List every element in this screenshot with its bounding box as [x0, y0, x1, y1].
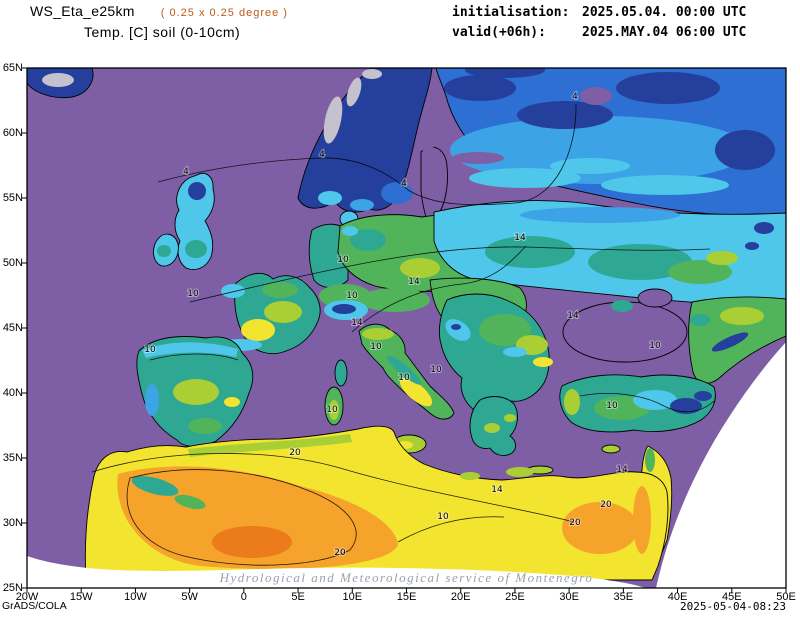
grads-credit: GrADS/COLA — [2, 600, 67, 612]
contour-label: 4 — [572, 92, 578, 102]
init-time-row: initialisation: 2025.05.04. 00:00 UTC — [452, 3, 746, 23]
sea-black-sea — [562, 288, 688, 363]
region-north-africa — [84, 425, 669, 581]
contour-label: 10 — [337, 255, 349, 265]
contour-label: 20 — [334, 548, 346, 558]
contour-label: 14 — [567, 311, 579, 321]
contour-label: 10 — [346, 291, 358, 301]
contour-label: 10 — [430, 365, 442, 375]
region-scandinavia — [297, 68, 433, 213]
contour-label: 4 — [401, 179, 407, 189]
header-right: initialisation: 2025.05.04. 00:00 UTC va… — [452, 3, 746, 43]
field-title: Temp. [C] soil (0-10cm) — [84, 24, 241, 40]
plot-area — [27, 68, 786, 588]
y-axis-ticks — [22, 67, 27, 589]
contour-label: 14 — [514, 233, 526, 243]
contour-label: 10 — [398, 373, 410, 383]
contour-label: 14 — [616, 465, 628, 475]
region-alps — [218, 300, 368, 351]
region-british-isles — [153, 172, 215, 270]
x-axis-ticks — [26, 588, 787, 593]
contour-lines — [91, 103, 715, 566]
grid-resolution-note: ( 0.25 x 0.25 degree ) — [160, 7, 288, 19]
region-turkey — [559, 374, 716, 454]
contour-label: 14 — [491, 485, 503, 495]
contour-label: 10 — [370, 342, 382, 352]
contour-label: 20 — [289, 448, 301, 458]
region-balkans — [438, 293, 554, 475]
contour-value-labels: 4 4 4 4 10 10 10 10 10 10 10 10 10 10 10 14 14 14 14 14 14 20… — [143, 91, 662, 559]
valid-time-row: valid(+06h): 2025.MAY.04 06:00 UTC — [452, 23, 746, 43]
region-arctic-russia — [435, 68, 786, 216]
contour-label: 10 — [144, 345, 156, 355]
model-name: WS_Eta_e25km — [30, 3, 135, 19]
contour-label: 10 — [187, 289, 199, 299]
contour-label: 4 — [183, 167, 189, 177]
region-france — [221, 223, 349, 354]
region-cyprus — [601, 444, 621, 454]
region-iceland — [27, 68, 94, 99]
region-caucasus — [688, 296, 786, 384]
init-value: 2025.05.04. 00:00 UTC — [582, 5, 747, 20]
domain-boundary-mask — [27, 342, 786, 588]
contour-label: 10 — [437, 512, 449, 522]
valid-value: 2025.MAY.04 06:00 UTC — [582, 25, 747, 40]
contour-label: 10 — [606, 401, 618, 411]
contour-label: 10 — [649, 341, 661, 351]
valid-label: valid(+06h): — [452, 25, 546, 40]
init-label: initialisation: — [452, 5, 570, 20]
creation-timestamp: 2025-05-04-08:23 — [680, 600, 786, 613]
contour-label: 10 — [326, 405, 338, 415]
contour-label: 4 — [319, 150, 325, 160]
contour-label: 20 — [569, 518, 581, 528]
region-eastern-europe — [433, 200, 786, 305]
contour-label: 14 — [351, 318, 363, 328]
contour-label: 14 — [408, 277, 420, 287]
region-iberia — [136, 336, 254, 447]
region-italy — [324, 323, 455, 454]
header-left: WS_Eta_e25km ( 0.25 x 0.25 degree ) — [30, 3, 288, 19]
contour-label: 20 — [600, 500, 612, 510]
